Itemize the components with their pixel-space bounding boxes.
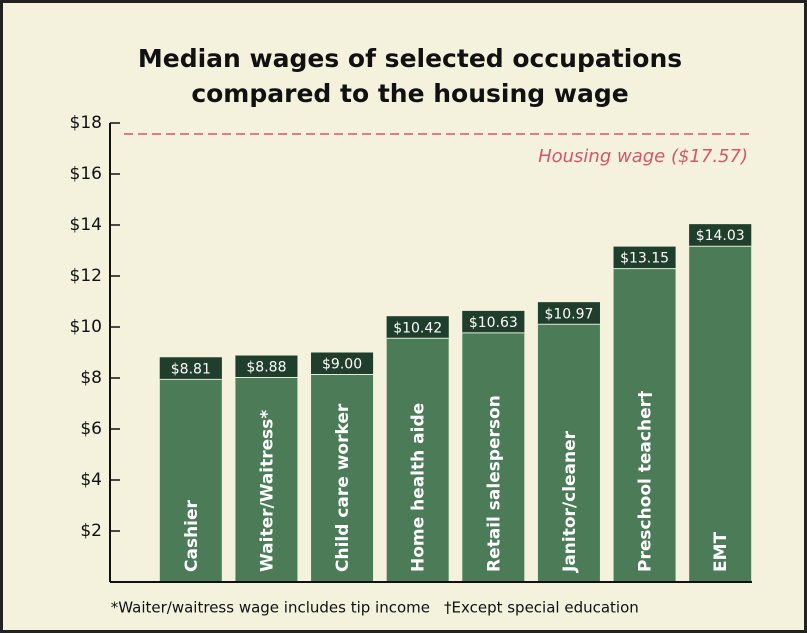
bar bbox=[689, 224, 752, 583]
value-label: $10.63 bbox=[469, 315, 518, 331]
y-tick-label: $10 bbox=[70, 317, 102, 337]
bar-cap bbox=[311, 352, 374, 375]
y-tick-label: $8 bbox=[80, 368, 102, 388]
value-label: $8.88 bbox=[246, 360, 286, 376]
chart-title: compared to the housing wage bbox=[191, 79, 628, 108]
bar-cap bbox=[386, 316, 449, 339]
x-tick-label: Child care worker bbox=[333, 403, 353, 572]
y-tick-label: $18 bbox=[70, 113, 102, 133]
bar bbox=[613, 246, 676, 583]
value-label: $14.03 bbox=[696, 228, 745, 244]
bar-cap bbox=[159, 357, 222, 380]
y-tick-label: $14 bbox=[70, 215, 102, 235]
footnote: *Waiter/waitress wage includes tip incom… bbox=[111, 599, 430, 617]
bar-cap bbox=[462, 310, 525, 333]
x-tick-label: Retail salesperson bbox=[484, 395, 504, 572]
value-label: $13.15 bbox=[620, 251, 669, 267]
bar-cap bbox=[613, 246, 676, 269]
bar bbox=[235, 355, 298, 582]
bar bbox=[386, 316, 449, 582]
bar-cap bbox=[689, 224, 752, 247]
y-tick-label: $12 bbox=[70, 266, 102, 286]
footnote: †Except special education bbox=[444, 599, 639, 617]
bar-cap bbox=[235, 355, 298, 378]
value-label: $9.00 bbox=[322, 357, 362, 373]
bar-cap bbox=[537, 302, 600, 325]
value-label: $10.42 bbox=[393, 320, 442, 336]
x-tick-label: Waiter/Waitress* bbox=[257, 410, 277, 572]
x-tick-label: Preschool teacher† bbox=[636, 391, 656, 573]
bar bbox=[311, 352, 374, 582]
reference-label: Housing wage ($17.57) bbox=[538, 146, 748, 167]
value-label: $10.97 bbox=[544, 306, 593, 322]
bar bbox=[537, 302, 600, 582]
y-tick-label: $4 bbox=[80, 470, 102, 490]
chart-title: Median wages of selected occupations bbox=[138, 44, 682, 73]
x-tick-label: EMT bbox=[711, 531, 731, 572]
bar bbox=[462, 310, 525, 582]
x-tick-label: Cashier bbox=[182, 499, 202, 572]
bar bbox=[159, 357, 222, 582]
y-tick-label: $2 bbox=[80, 521, 102, 541]
y-tick-label: $16 bbox=[70, 164, 102, 184]
y-tick-label: $6 bbox=[80, 419, 102, 439]
value-label: $8.81 bbox=[171, 361, 211, 377]
x-tick-label: Janitor/cleaner bbox=[560, 430, 580, 573]
x-tick-label: Home health aide bbox=[409, 403, 429, 572]
